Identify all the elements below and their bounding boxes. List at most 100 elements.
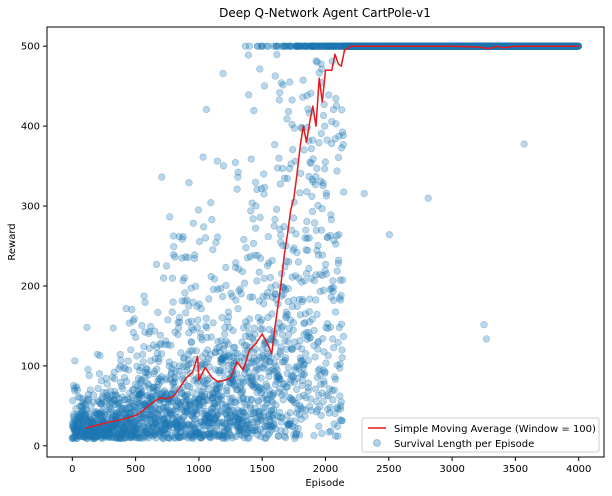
scatter-point xyxy=(240,324,248,332)
scatter-point xyxy=(190,425,198,433)
scatter-point xyxy=(120,434,128,442)
scatter-point xyxy=(135,393,143,401)
scatter-point xyxy=(230,412,238,420)
scatter-point xyxy=(83,417,91,425)
scatter-point xyxy=(253,420,261,428)
scatter-point xyxy=(231,398,239,406)
scatter-point xyxy=(245,420,253,428)
scatter-point xyxy=(271,215,279,224)
scatter-point xyxy=(261,183,269,191)
scatter-point xyxy=(93,350,101,358)
scatter-point xyxy=(111,400,120,409)
scatter-point xyxy=(111,422,119,431)
scatter-point xyxy=(249,215,257,223)
scatter-point xyxy=(308,207,317,215)
scatter-point xyxy=(190,406,198,414)
scatter-point xyxy=(162,404,170,412)
scatter-point xyxy=(160,387,169,395)
scatter-point xyxy=(170,433,178,442)
scatter-point xyxy=(126,403,134,411)
scatter-point xyxy=(213,426,221,434)
scatter-point xyxy=(154,422,162,430)
scatter-point xyxy=(73,429,81,437)
scatter-point xyxy=(99,431,108,439)
scatter-point xyxy=(273,205,281,213)
scatter-point xyxy=(132,434,140,442)
scatter-point xyxy=(286,409,294,417)
scatter-point xyxy=(113,409,121,417)
scatter-point xyxy=(182,392,190,401)
scatter-point xyxy=(201,417,209,425)
scatter-point xyxy=(241,341,249,350)
scatter-point xyxy=(167,368,175,377)
scatter-point xyxy=(92,432,100,440)
scatter-point xyxy=(246,333,254,341)
scatter-point xyxy=(125,398,133,407)
scatter-point xyxy=(324,352,332,360)
scatter-point xyxy=(89,391,98,399)
scatter-point xyxy=(160,432,168,440)
scatter-point xyxy=(311,353,319,361)
scatter-point xyxy=(181,431,189,439)
scatter-point xyxy=(181,392,189,401)
scatter-point xyxy=(102,393,111,402)
scatter-point xyxy=(195,423,203,431)
scatter-point xyxy=(193,323,201,332)
scatter-point xyxy=(289,326,297,334)
scatter-point xyxy=(236,285,244,293)
scatter-point xyxy=(159,415,168,423)
scatter-point xyxy=(127,409,135,417)
scatter-point xyxy=(336,392,344,400)
scatter-point xyxy=(138,388,146,396)
scatter-point xyxy=(231,412,239,420)
scatter-point xyxy=(208,394,216,402)
scatter-point xyxy=(211,366,220,374)
scatter-point xyxy=(215,431,223,440)
scatter-point xyxy=(258,325,267,333)
scatter-point xyxy=(114,398,122,406)
scatter-point xyxy=(220,352,228,360)
scatter-point xyxy=(202,349,210,357)
scatter-point xyxy=(245,329,253,337)
scatter-point xyxy=(151,355,159,363)
scatter-point xyxy=(78,422,86,431)
scatter-point xyxy=(77,432,85,440)
scatter-point xyxy=(70,413,78,421)
scatter-point xyxy=(221,324,229,332)
scatter-point xyxy=(215,395,223,403)
scatter-point xyxy=(80,429,89,438)
scatter-point xyxy=(482,335,491,343)
scatter-point xyxy=(190,254,199,263)
scatter-point xyxy=(128,432,136,440)
scatter-point xyxy=(165,420,173,428)
scatter-point xyxy=(77,410,85,418)
scatter-point xyxy=(248,199,256,207)
scatter-point xyxy=(232,259,240,267)
scatter-point xyxy=(203,324,211,332)
scatter-point xyxy=(151,327,159,335)
scatter-point xyxy=(180,354,188,362)
scatter-point xyxy=(218,355,226,363)
scatter-point xyxy=(174,433,182,441)
scatter-point xyxy=(89,398,97,406)
scatter-point xyxy=(237,381,245,389)
scatter-point xyxy=(117,427,125,435)
scatter-point xyxy=(212,385,220,393)
scatter-point xyxy=(161,426,169,434)
scatter-point xyxy=(101,425,109,433)
scatter-point xyxy=(80,433,88,441)
scatter-point xyxy=(216,366,224,375)
scatter-point xyxy=(69,420,77,428)
scatter-point xyxy=(133,430,141,438)
scatter-point xyxy=(105,426,113,434)
scatter-point xyxy=(131,407,139,415)
scatter-point xyxy=(195,300,203,308)
scatter-point xyxy=(242,318,250,326)
scatter-point xyxy=(327,216,335,224)
scatter-point xyxy=(242,244,250,252)
scatter-point xyxy=(147,357,155,365)
scatter-point xyxy=(314,345,322,353)
scatter-point xyxy=(92,429,100,437)
scatter-point xyxy=(133,416,141,425)
scatter-point xyxy=(73,417,82,425)
